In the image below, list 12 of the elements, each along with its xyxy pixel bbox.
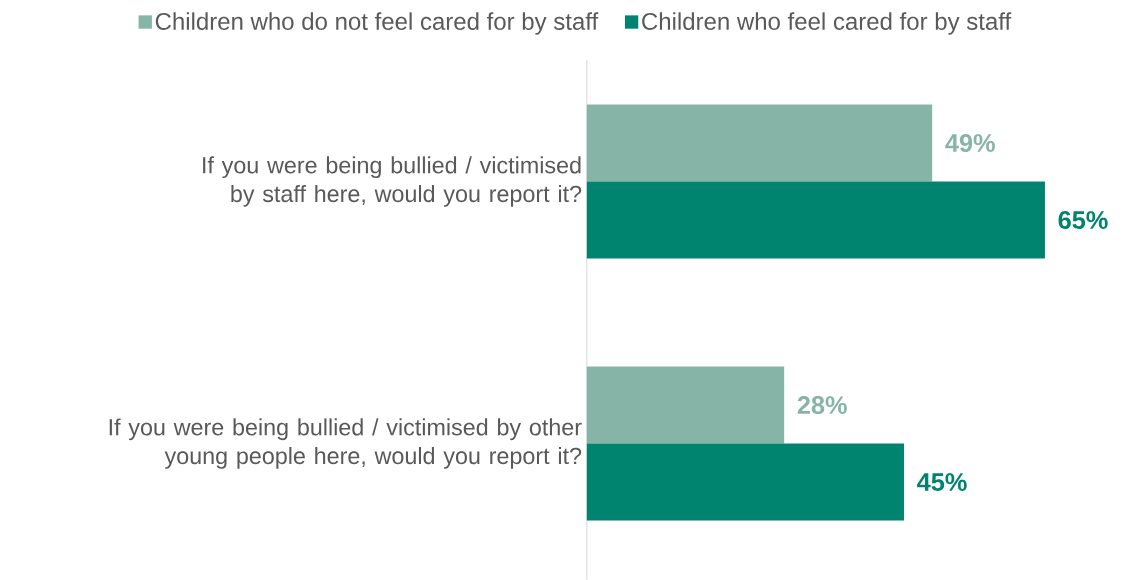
bar <box>586 443 904 521</box>
bar <box>586 181 1045 259</box>
y-tick-label: If you were being bullied / victimised by staff here, would you report it? <box>203 156 582 207</box>
y-tick-label: If you were being bullied / victimised by other young people here, would you report it? <box>109 418 582 469</box>
data-label: 45% <box>917 472 967 491</box>
data-label: 28% <box>797 395 847 414</box>
legend-label: Children who do not feel cared for by staff <box>155 12 599 35</box>
bar <box>586 104 933 182</box>
data-label: 65% <box>1058 210 1108 229</box>
data-label: 49% <box>945 133 995 152</box>
legend-label: Children who feel cared for by staff <box>642 12 1012 35</box>
bar <box>586 366 785 444</box>
